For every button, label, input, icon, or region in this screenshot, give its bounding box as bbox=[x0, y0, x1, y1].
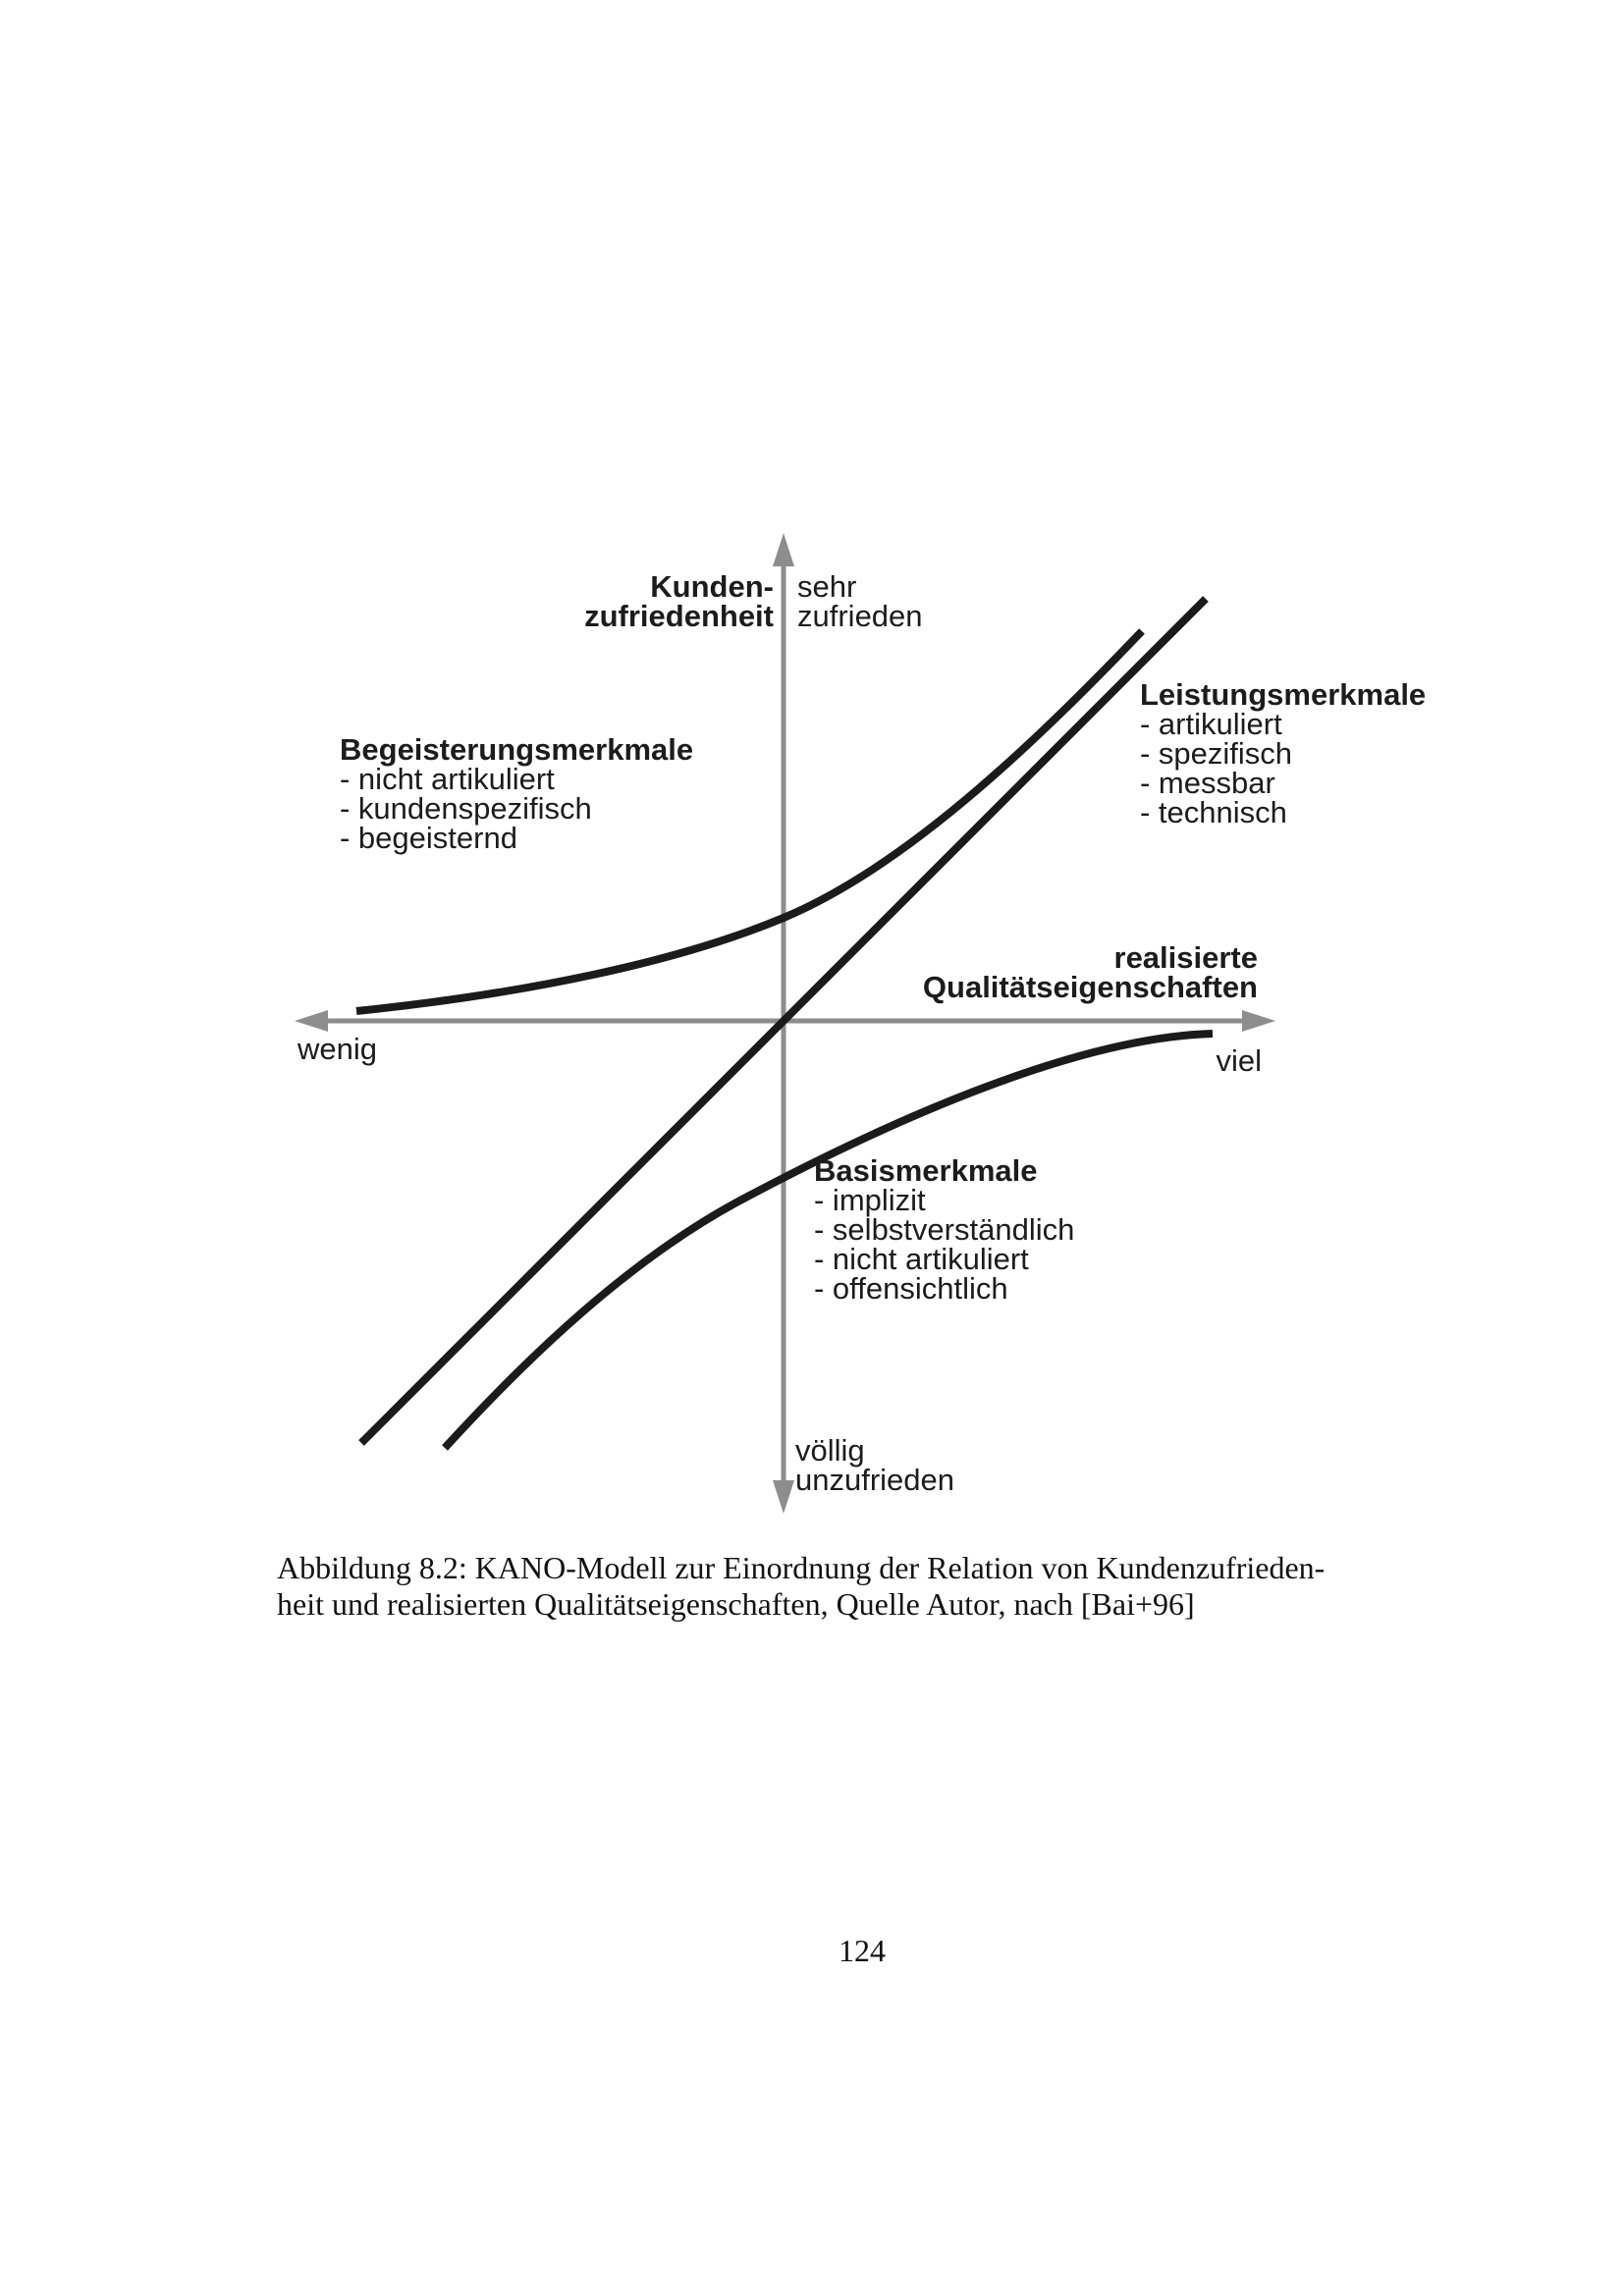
y-axis-max-label: sehr zufrieden bbox=[797, 569, 923, 633]
x-axis-title: realisierte Qualitätseigenschaften bbox=[875, 940, 1259, 1004]
basismerkmale-item: - nicht artikuliert bbox=[814, 1242, 1029, 1276]
y-axis-title-line1: Kunden- bbox=[650, 569, 774, 604]
figure-caption: Abbildung 8.2: KANO-Modell zur Einordnun… bbox=[277, 1550, 1455, 1623]
leistungsmerkmale-block: Leistungsmerkmale - artikuliert - spezif… bbox=[1140, 677, 1427, 829]
begeisterungsmerkmale-item: - begeisternd bbox=[340, 821, 517, 855]
kano-figure: Kunden- zufriedenheit sehr zufrieden völ… bbox=[295, 533, 1427, 1514]
y-axis-top-arrowhead bbox=[773, 533, 794, 566]
begeisterungsmerkmale-item: - nicht artikuliert bbox=[340, 762, 555, 796]
x-axis-max-label: viel bbox=[1216, 1043, 1262, 1078]
leistungsmerkmale-title: Leistungsmerkmale bbox=[1140, 677, 1427, 712]
y-axis-min-label-line1: völlig bbox=[795, 1433, 865, 1468]
basismerkmale-curve bbox=[442, 1030, 1214, 1451]
y-axis-min-label-line2: unzufrieden bbox=[795, 1463, 955, 1497]
begeisterungsmerkmale-block: Begeisterungsmerkmale - nicht artikulier… bbox=[340, 732, 694, 855]
y-axis-max-label-line1: sehr bbox=[797, 569, 857, 604]
basismerkmale-item: - selbstverständlich bbox=[814, 1212, 1075, 1247]
begeisterungsmerkmale-title: Begeisterungsmerkmale bbox=[340, 732, 694, 767]
begeisterungsmerkmale-item: - kundenspezifisch bbox=[340, 791, 592, 826]
leistungsmerkmale-item: - artikuliert bbox=[1140, 707, 1282, 741]
y-axis-title-line2: zufriedenheit bbox=[584, 599, 774, 633]
figure-caption-line2: heit und realisierten Qualitätseigenscha… bbox=[277, 1586, 1195, 1622]
x-axis-min-label: wenig bbox=[298, 1032, 377, 1066]
basismerkmale-item: - implizit bbox=[814, 1183, 926, 1217]
basismerkmale-item: - offensichtlich bbox=[814, 1271, 1008, 1306]
leistungsmerkmale-item: - spezifisch bbox=[1140, 736, 1293, 771]
y-axis-title: Kunden- zufriedenheit bbox=[391, 569, 774, 633]
x-axis-title-line1: realisierte bbox=[1113, 940, 1259, 975]
leistungsmerkmale-item: - technisch bbox=[1140, 795, 1287, 829]
y-axis-bottom-arrowhead bbox=[773, 1480, 794, 1514]
basismerkmale-block: Basismerkmale - implizit - selbstverstän… bbox=[814, 1153, 1075, 1306]
y-axis-max-label-line2: zufrieden bbox=[797, 599, 923, 633]
y-axis-min-label: völlig unzufrieden bbox=[795, 1433, 955, 1497]
x-axis-title-line2: Qualitätseigenschaften bbox=[922, 970, 1258, 1004]
begeisterungsmerkmale-curve bbox=[355, 628, 1145, 1015]
basismerkmale-title: Basismerkmale bbox=[814, 1153, 1038, 1188]
page-number: 124 bbox=[839, 1933, 886, 1968]
leistungsmerkmale-curve bbox=[358, 596, 1209, 1446]
figure-caption-line1: Abbildung 8.2: KANO-Modell zur Einordnun… bbox=[277, 1550, 1326, 1585]
x-axis-right-arrowhead bbox=[1242, 1010, 1275, 1032]
leistungsmerkmale-item: - messbar bbox=[1140, 766, 1275, 800]
x-axis-left-arrowhead bbox=[295, 1010, 328, 1032]
kano-plot bbox=[295, 533, 1275, 1514]
